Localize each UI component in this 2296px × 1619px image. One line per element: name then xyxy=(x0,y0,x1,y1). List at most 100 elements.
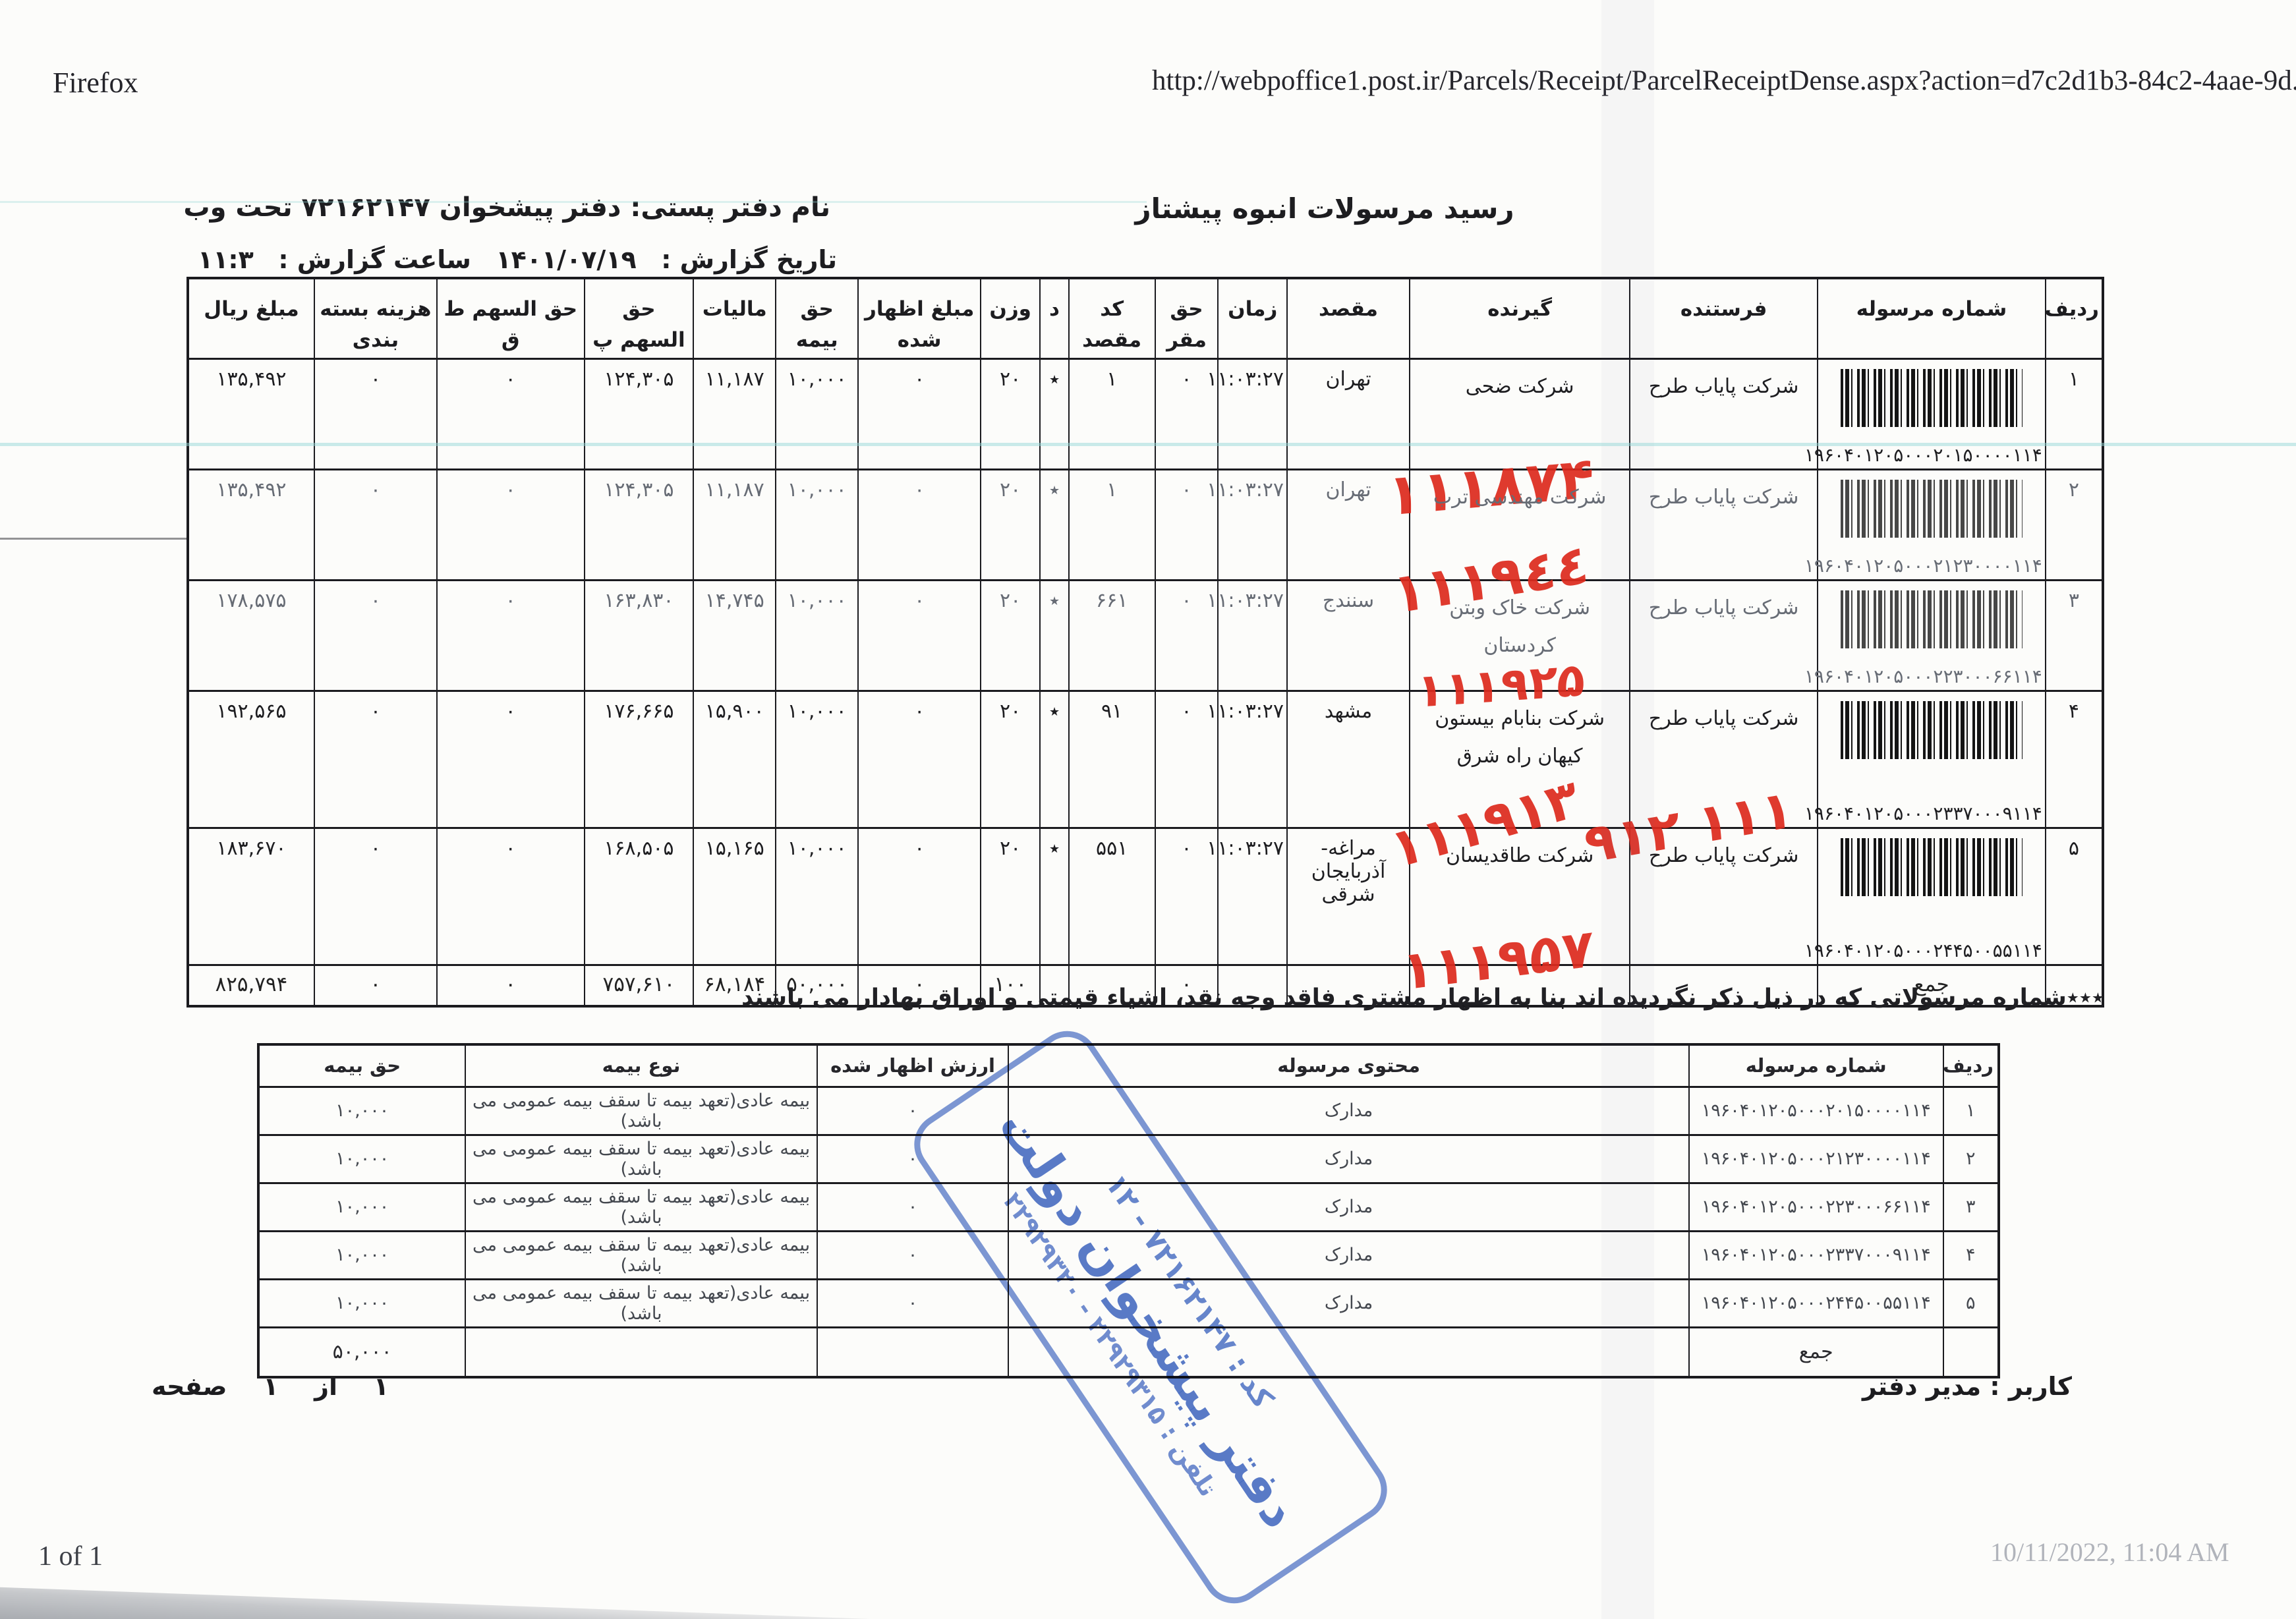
tracking-number: ۱۹۶۰۴۰۱۲۰۵۰۰۰۲۴۴۵۰۰۵۵۱۱۴ xyxy=(1804,940,2042,961)
row-number: ۱ xyxy=(1942,1085,1999,1136)
base-fee: ۰ xyxy=(1154,827,1219,966)
col-d: د xyxy=(1039,277,1070,360)
declared-value: ۰ xyxy=(816,1133,1010,1184)
insurance-fee: ۱۰,۰۰۰ xyxy=(775,469,859,581)
row-number: ۳ xyxy=(2044,579,2104,692)
col-declared-amount: مبلغ اظهار شده xyxy=(857,277,982,360)
empty-cell xyxy=(1217,964,1288,1007)
col-base-fee: حق مقر xyxy=(1154,277,1219,360)
receiver-name: شرکت بنابام بیستون کیهان راه شرق xyxy=(1435,707,1605,768)
report-date-time-line: تاریخ گزارش : ۱۴۰۱/۰۷/۱۹ ساعت گزارش : ۱۱… xyxy=(198,245,837,274)
declared-amount: ۰ xyxy=(857,827,982,966)
declared-amount: ۰ xyxy=(857,469,982,581)
empty-cell xyxy=(1629,964,1818,1007)
sender-cell: شرکت پایاب طرح xyxy=(1629,579,1818,692)
share-p: ۱۷۶,۶۶۵ xyxy=(583,690,695,829)
amount-rial: ۱۹۲,۵۶۵ xyxy=(187,690,315,829)
insurance-row: ۱ ۱۹۶۰۴۰۱۲۰۵۰۰۰۲۰۱۵۰۰۰۰۱۱۴ مدارک ۰ بیمه … xyxy=(257,1085,1999,1136)
receiver-cell: شرکت بنابام بیستون کیهان راه شرق ۱۱۱۹۱۳ xyxy=(1385,690,1631,880)
time: ۱۱:۰۳:۲۷ xyxy=(1207,469,1288,581)
insurance-row: ۴ ۱۹۶۰۴۰۱۲۰۵۰۰۰۲۳۳۷۰۰۰۹۱۱۴ مدارک ۰ بیمه … xyxy=(257,1230,1999,1280)
print-page-indicator: 1 of 1 xyxy=(38,1541,103,1572)
parcel-number-cell: ۱۹۶۰۴۰۱۲۰۵۰۰۰۲۴۴۵۰۰۵۵۱۱۴ xyxy=(1804,827,2046,966)
parcel-content: مدارک xyxy=(1008,1181,1690,1232)
insurance-row: ۲ ۱۹۶۰۴۰۱۲۰۵۰۰۰۲۱۲۳۰۰۰۰۱۱۴ مدارک ۰ بیمه … xyxy=(257,1133,1999,1184)
d-flag: ٭ xyxy=(1039,469,1070,581)
page-fold-shadow xyxy=(0,1587,870,1619)
base-fee: ۰ xyxy=(1154,469,1219,581)
share-p: ۱۲۴,۳۰۵ xyxy=(583,358,695,470)
empty-cell xyxy=(1039,964,1070,1007)
receiver-name: شرکت خاک وبتن کردستان xyxy=(1449,596,1590,657)
empty-cell xyxy=(465,1326,818,1378)
declared-value: ۰ xyxy=(816,1181,1010,1232)
empty-cell xyxy=(1068,964,1156,1007)
receiver-cell: شرکت ضحی ۱۱۱۸۷۴ xyxy=(1387,358,1631,529)
insurance-type: بیمه عادی(تعهد بیمه تا سقف بیمه عمومی می… xyxy=(465,1230,818,1280)
share-tq: ۰ xyxy=(436,579,585,692)
sender-name: شرکت پایاب طرح xyxy=(1648,486,1799,509)
insurance-fee: ۱۰,۰۰۰ xyxy=(257,1085,467,1136)
col-insurance-fee: حق بیمه xyxy=(775,277,859,360)
scan-artifact-line xyxy=(0,201,1147,203)
barcode-image xyxy=(1841,590,2023,648)
packing-cost: ۰ xyxy=(313,579,438,692)
scan-artifact-line xyxy=(0,443,2296,446)
parcel-number-cell: ۱۹۶۰۴۰۱۲۰۵۰۰۰۲۰۱۵۰۰۰۰۱۱۴ xyxy=(1804,358,2046,470)
receiver-cell: شرکت طاقدیسان ۱۱۱۹۵۷ xyxy=(1401,827,1631,1002)
amount-rial: ۱۳۵,۴۹۲ xyxy=(187,469,315,581)
parcel-content: مدارک xyxy=(1008,1278,1690,1328)
d-flag: ٭ xyxy=(1039,579,1070,692)
tracking-number: ۱۹۶۰۴۰۱۲۰۵۰۰۰۲۱۲۳۰۰۰۰۱۱۴ xyxy=(1688,1133,1944,1184)
row-number: ۴ xyxy=(1942,1230,1999,1280)
share-p: ۱۲۴,۳۰۵ xyxy=(583,469,695,581)
tracking-number: ۱۹۶۰۴۰۱۲۰۵۰۰۰۲۴۴۵۰۰۵۵۱۱۴ xyxy=(1688,1278,1944,1328)
empty-cell xyxy=(2044,964,2104,1007)
declared-amount: ۰ xyxy=(857,358,982,470)
dest-code: ۹۱ xyxy=(1068,690,1156,829)
col-time: زمان xyxy=(1217,277,1288,360)
page-indicator: صفحه ۱ از ۱ xyxy=(152,1372,389,1401)
tax: ۱۱,۱۸۷ xyxy=(693,358,777,470)
parcel-content: مدارک xyxy=(1008,1085,1690,1136)
time: ۱۱:۰۳:۲۷ xyxy=(1207,827,1288,966)
insurance-fee: ۱۰,۰۰۰ xyxy=(257,1181,467,1232)
sender-cell: شرکت پایاب طرح xyxy=(1629,827,1818,966)
col-share-tq: حق السهم ط ق xyxy=(436,277,585,360)
declared-value: ۰ xyxy=(816,1085,1010,1136)
insurance-type: بیمه عادی(تعهد بیمه تا سقف بیمه عمومی می… xyxy=(465,1085,818,1136)
dest-code: ۱ xyxy=(1068,469,1156,581)
packing-cost: ۰ xyxy=(313,358,438,470)
receipt-title: رسید مرسولات انبوه پیشتاز xyxy=(1135,192,1514,225)
insurance-fee: ۱۰,۰۰۰ xyxy=(775,358,859,470)
declared-amount: ۰ xyxy=(857,690,982,829)
total-packing-cost: ۰ xyxy=(313,964,438,1007)
insurance-fee: ۱۰,۰۰۰ xyxy=(257,1230,467,1280)
scan-artifact-line xyxy=(0,538,187,540)
receiver-name: شرکت طاقدیسان xyxy=(1445,844,1594,867)
packing-cost: ۰ xyxy=(313,690,438,829)
col-amount-rial: مبلغ ریال xyxy=(187,277,315,360)
total-insurance-fee: ۵۰,۰۰۰ xyxy=(775,964,859,1007)
insurance-row: ۵ ۱۹۶۰۴۰۱۲۰۵۰۰۰۲۴۴۵۰۰۵۵۱۱۴ مدارک ۰ بیمه … xyxy=(257,1278,1999,1328)
no-valuables-note: ٭٭٭شماره مرسولاتی که در ذیل ذکر نگردیده … xyxy=(741,984,2104,1011)
parcel-row: ۲ ۱۹۶۰۴۰۱۲۰۵۰۰۰۲۱۲۳۰۰۰۰۱۱۴ شرکت پایاب طر… xyxy=(187,469,2104,626)
sender-name: شرکت پایاب طرح xyxy=(1648,844,1799,867)
destination: سنندج xyxy=(1286,579,1411,692)
total-share-p: ۷۵۷,۶۱۰ xyxy=(583,964,695,1007)
destination: تهران xyxy=(1286,358,1411,470)
barcode-image xyxy=(1841,838,2023,896)
parcel-row: ۴ ۱۹۶۰۴۰۱۲۰۵۰۰۰۲۳۳۷۰۰۰۹۱۱۴ شرکت پایاب طر… xyxy=(187,690,2104,880)
receiver-cell: شرکت خاک وبتن کردستان ۱۱۱۹۲۵ xyxy=(1409,579,1631,718)
page-url: http://webpoffice1.post.ir/Parcels/Recei… xyxy=(1152,65,2296,96)
amount-rial: ۱۳۵,۴۹۲ xyxy=(187,358,315,470)
parcel-content: مدارک xyxy=(1008,1133,1690,1184)
base-fee: ۰ xyxy=(1154,690,1219,829)
share-p: ۱۶۳,۸۳۰ xyxy=(583,579,695,692)
total-share-tq: ۰ xyxy=(436,964,585,1007)
col-weight: وزن xyxy=(980,277,1041,360)
share-tq: ۰ xyxy=(436,690,585,829)
total-amount-rial: ۸۲۵,۷۹۴ xyxy=(187,964,315,1007)
d-flag: ٭ xyxy=(1039,690,1070,829)
amount-rial: ۱۷۸,۵۷۵ xyxy=(187,579,315,692)
